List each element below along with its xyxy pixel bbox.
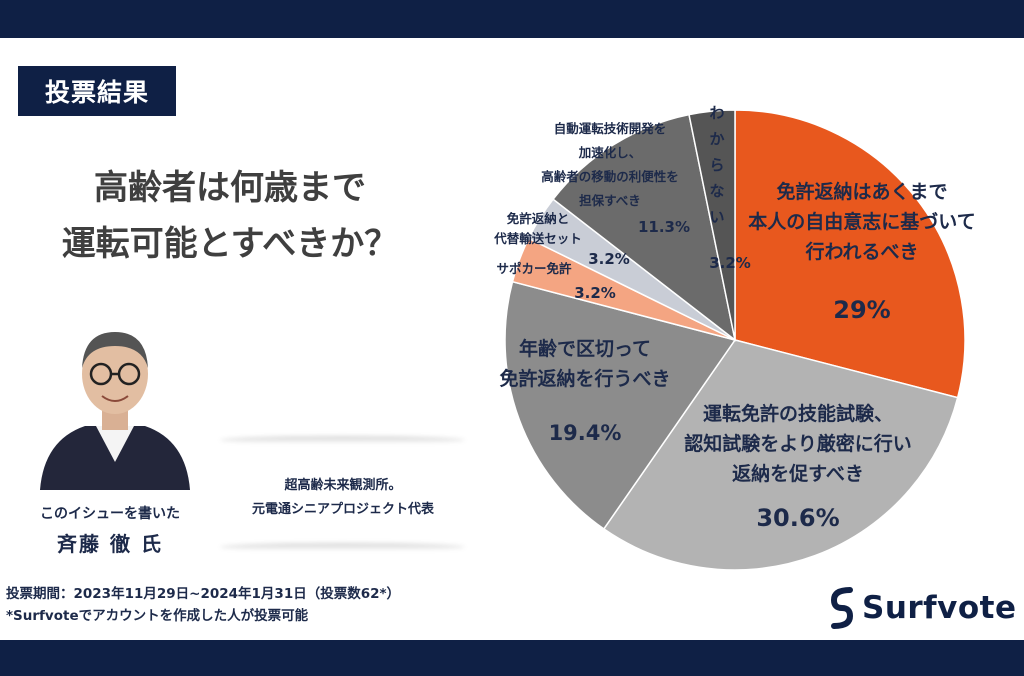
slice-value-0: 29% bbox=[833, 296, 890, 324]
voting-period: 投票期間：2023年11月29日~2024年1月31日（投票数62*） bbox=[6, 586, 401, 602]
eligibility-note: *Surfvoteでアカウントを作成した人が投票可能 bbox=[6, 608, 309, 624]
slice-value-4: 3.2% bbox=[588, 250, 630, 268]
slice-label-4-line-0: 免許返納と bbox=[507, 211, 570, 226]
slice-label-0-line-0: 免許返納はあくまで bbox=[776, 180, 947, 203]
author-name: 斉藤 徹 氏 bbox=[57, 532, 163, 556]
author-photo bbox=[40, 332, 190, 490]
slice-label-6-char-1: か bbox=[709, 130, 724, 148]
slice-label-4-line-1: 代替輸送セット bbox=[493, 231, 582, 246]
pie-slice-6 bbox=[688, 109, 736, 341]
slice-label-0-line-2: 行われるべき bbox=[804, 240, 918, 263]
surfvote-logo[interactable]: Surfvote bbox=[828, 586, 1017, 630]
slice-label-6-char-0: わ bbox=[709, 104, 724, 122]
slice-label-2-line-0: 年齢で区切って bbox=[519, 337, 651, 360]
slice-value-3: 3.2% bbox=[574, 284, 616, 302]
top-band bbox=[0, 0, 1024, 38]
slice-value-6: 3.2% bbox=[709, 254, 751, 272]
question-line-2: 運転可能とすべきか？ bbox=[61, 224, 399, 264]
slice-label-6-char-2: ら bbox=[709, 156, 724, 174]
slice-label-1-line-0: 運転免許の技能試験、 bbox=[703, 402, 893, 425]
surfvote-logo-icon bbox=[830, 587, 854, 629]
question-title: 高齢者は何歳まで 運転可能とすべきか？ bbox=[30, 160, 430, 272]
slice-label-1-line-1: 認知試験をより厳密に行い bbox=[684, 432, 912, 455]
slice-label-5-line-1: 加速化し、 bbox=[578, 145, 642, 160]
slice-value-1: 30.6% bbox=[756, 504, 839, 532]
slice-label-1-line-2: 返納を促すべき bbox=[732, 462, 864, 485]
author-caption: このイシューを書いた bbox=[40, 506, 180, 522]
pie-slice-0 bbox=[734, 109, 966, 399]
pie-slice-5 bbox=[552, 113, 737, 342]
slice-label-5-line-2: 高齢者の移動の利便性を bbox=[541, 169, 679, 184]
divider-top bbox=[220, 436, 465, 444]
affiliation-line-1: 超高齢未来観測所。 bbox=[284, 478, 402, 493]
author-affiliation: 超高齢未来観測所。 元電通シニアプロジェクト代表 bbox=[218, 474, 468, 522]
slice-label-0-line-1: 本人の自由意志に基づいて bbox=[748, 210, 975, 233]
divider-bottom bbox=[220, 543, 465, 551]
slice-label-2-line-1: 免許返納を行うべき bbox=[499, 367, 670, 390]
slice-label-6-char-3: な bbox=[709, 182, 724, 200]
result-badge: 投票結果 bbox=[18, 66, 176, 116]
footnote: 投票期間：2023年11月29日~2024年1月31日（投票数62*） *Sur… bbox=[6, 583, 400, 627]
slice-label-6-char-4: い bbox=[709, 208, 724, 226]
slice-value-2: 19.4% bbox=[549, 421, 622, 445]
slice-label-3-line-0: サポカー免許 bbox=[496, 261, 572, 276]
surfvote-logo-text: Surfvote bbox=[862, 590, 1017, 626]
slice-label-5-line-3: 担保すべき bbox=[579, 193, 641, 208]
pie-slice-2 bbox=[504, 280, 737, 530]
slice-value-5: 11.3% bbox=[638, 218, 690, 236]
question-line-1: 高齢者は何歳まで bbox=[94, 168, 366, 208]
bottom-band bbox=[0, 640, 1024, 676]
slice-label-5-line-0: 自動運転技術開発を bbox=[554, 121, 667, 136]
pie-slice-1 bbox=[602, 339, 959, 571]
affiliation-line-2: 元電通シニアプロジェクト代表 bbox=[251, 502, 434, 517]
